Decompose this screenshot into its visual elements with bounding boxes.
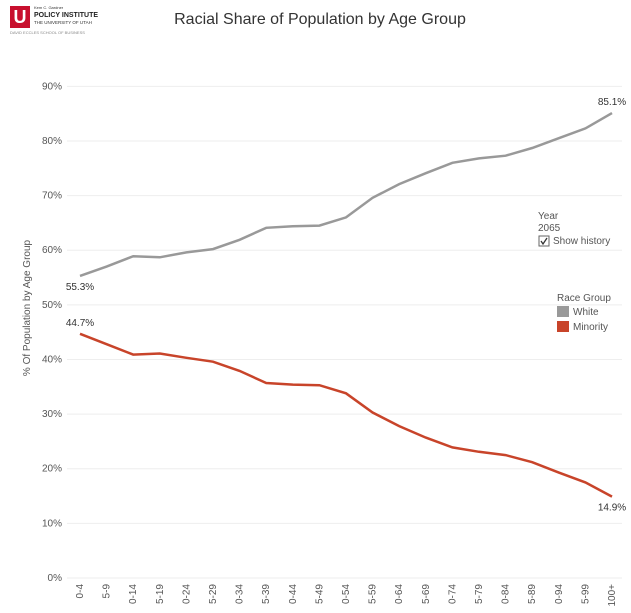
show-history-label[interactable]: Show history [553,236,610,247]
x-tick-label: 0-64 [394,584,405,604]
year-label: Year [538,211,559,222]
logo-letter: U [14,7,27,27]
x-tick-label: 0-4 [75,584,86,599]
legend-label: White [573,307,599,318]
y-tick-label: 0% [48,573,63,584]
value-label: 14.9% [598,503,626,514]
y-tick-label: 80% [42,136,62,147]
y-tick-label: 20% [42,464,62,475]
x-tick-label: 5-29 [208,584,219,604]
y-tick-label: 90% [42,81,62,92]
x-tick-label: 0-74 [447,584,458,604]
y-tick-label: 30% [42,409,62,420]
y-tick-label: 70% [42,191,62,202]
y-tick-label: 60% [42,245,62,256]
x-tick-label: 5-39 [261,584,272,604]
x-tick-label: 0-94 [554,584,565,604]
checkmark [540,237,548,246]
y-axis-title: % Of Population by Age Group [22,239,33,376]
x-tick-label: 0-54 [341,584,352,604]
logo-name: POLICY INSTITUTE [34,12,98,19]
show-history-checkbox[interactable]: Show history [538,235,610,247]
chart-title: Racial Share of Population by Age Group [174,11,466,28]
y-tick-label: 50% [42,300,62,311]
value-label: 55.3% [66,282,94,293]
x-tick-label: 5-59 [368,584,379,604]
x-tick-label: 5-99 [580,584,591,604]
x-tick-label: 5-89 [527,584,538,604]
legend-title: Race Group [557,293,611,304]
logo-block [10,6,30,28]
x-tick-label: 0-14 [128,584,139,604]
y-tick-label: 10% [42,518,62,529]
x-tick-label: 5-49 [314,584,325,604]
series-line [79,112,613,278]
legend-swatch [557,321,569,332]
logo-top: Kem C. Gardner [34,5,64,10]
x-tick-label: 100+ [607,584,618,607]
x-tick-label: 0-84 [501,584,512,604]
logo-university: THE UNIVERSITY OF UTAH [34,20,92,25]
legend-swatch [557,306,569,317]
x-tick-label: 5-19 [155,584,166,604]
x-tick-label: 0-44 [288,584,299,604]
year-value: 2065 [538,223,561,234]
x-tick-label: 5-79 [474,584,485,604]
x-tick-label: 5-69 [421,584,432,604]
value-label: 85.1% [598,97,626,108]
legend-label: Minority [573,322,608,333]
x-tick-label: 0-34 [235,584,246,604]
series-line [79,332,613,498]
checkbox[interactable] [538,235,550,247]
value-label: 44.7% [66,318,94,329]
x-tick-label: 5-9 [102,584,113,599]
y-tick-label: 40% [42,354,62,365]
logo-school: DAVID ECCLES SCHOOL OF BUSINESS [10,30,85,35]
x-tick-label: 0-24 [181,584,192,604]
